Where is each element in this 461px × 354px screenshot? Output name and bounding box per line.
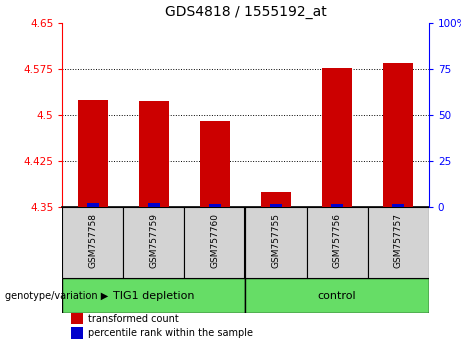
Title: GDS4818 / 1555192_at: GDS4818 / 1555192_at [165, 5, 326, 19]
Bar [270, 204, 282, 207]
Bar [62, 278, 245, 313]
Text: genotype/variation ▶: genotype/variation ▶ [5, 291, 108, 301]
Text: control: control [318, 291, 356, 301]
Bar [261, 192, 291, 207]
Bar [200, 121, 230, 207]
Bar [71, 313, 83, 324]
Text: GSM757757: GSM757757 [394, 213, 403, 268]
Bar [184, 207, 245, 278]
Text: TIG1 depletion: TIG1 depletion [113, 291, 195, 301]
Text: percentile rank within the sample: percentile rank within the sample [88, 328, 253, 338]
Bar [392, 204, 404, 207]
Bar [87, 204, 99, 207]
Bar [383, 63, 414, 207]
Bar [139, 101, 169, 207]
Bar [245, 207, 307, 278]
Bar [307, 207, 367, 278]
Text: GSM757760: GSM757760 [210, 213, 219, 268]
Bar [331, 204, 343, 207]
Text: GSM757755: GSM757755 [272, 213, 281, 268]
Text: transformed count: transformed count [88, 314, 178, 324]
Bar [123, 207, 184, 278]
Bar [77, 100, 108, 207]
Text: GSM757756: GSM757756 [332, 213, 342, 268]
Bar [245, 278, 429, 313]
Bar [322, 68, 352, 207]
Bar [148, 204, 160, 207]
Text: GSM757759: GSM757759 [149, 213, 159, 268]
Bar [209, 204, 221, 207]
Bar [62, 207, 123, 278]
Bar [367, 207, 429, 278]
Bar [71, 327, 83, 338]
Text: GSM757758: GSM757758 [88, 213, 97, 268]
